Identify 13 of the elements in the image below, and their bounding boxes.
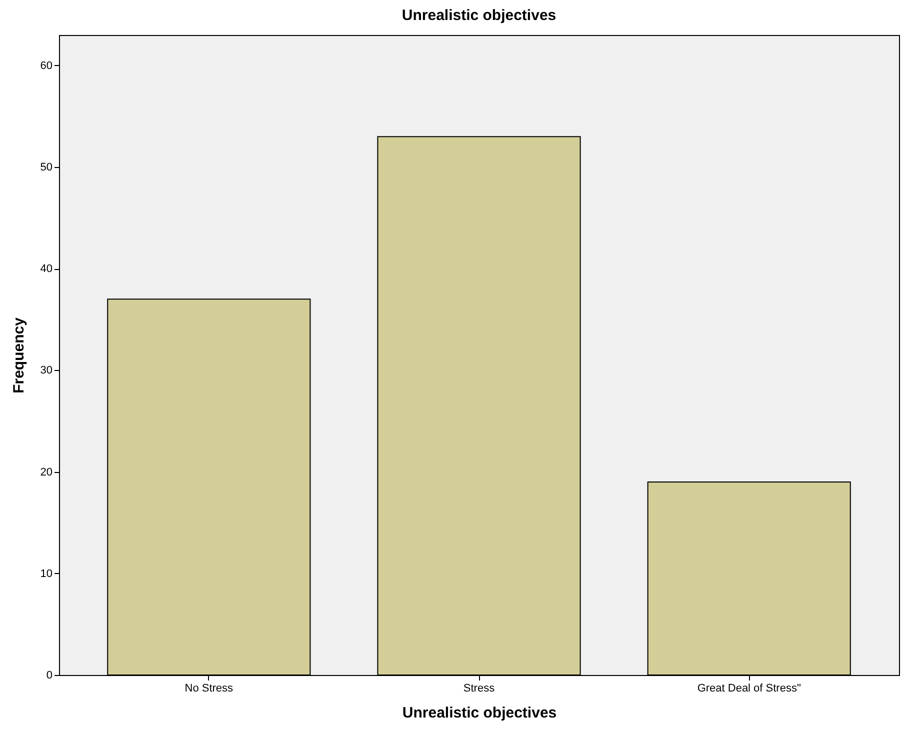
- y-tick-label: 0: [46, 670, 52, 682]
- y-axis-title: Frequency: [10, 316, 28, 394]
- y-tick-label: 20: [40, 466, 52, 478]
- y-tick-label: 40: [40, 263, 52, 276]
- x-tick-label: No Stress: [184, 682, 234, 694]
- x-tick-label: Stress: [463, 682, 496, 694]
- x-tick-label: Great Deal of Stress": [697, 682, 801, 694]
- x-axis-title: Unrealistic objectives: [402, 704, 557, 722]
- y-tick-label: 60: [40, 60, 52, 72]
- y-tick-label: 30: [40, 364, 52, 377]
- chart-title: Unrealistic objectives: [402, 7, 556, 24]
- y-tick-label: 10: [40, 568, 52, 580]
- y-tick-label: 50: [40, 162, 52, 174]
